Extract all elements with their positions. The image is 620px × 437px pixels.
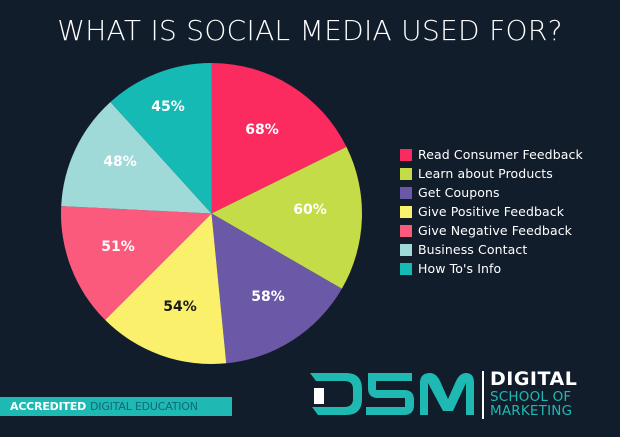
legend-item: Business Contact [400,240,583,259]
slice-value-label: 68% [245,122,279,138]
legend-label: How To's Info [418,261,502,276]
legend-item: Give Negative Feedback [400,221,583,240]
legend-swatch-icon [400,243,412,256]
accreditation-banner: ACCREDITED DIGITAL EDUCATION [0,397,232,416]
legend-label: Give Negative Feedback [418,223,573,238]
slice-value-label: 48% [103,154,137,170]
brand-wordmark: DIGITAL SCHOOL OF MARKETING [490,370,577,418]
banner-text-digital-education: DIGITAL EDUCATION [90,400,198,413]
pie-slice [105,213,227,364]
dsm-logo-icon [310,373,474,415]
pie-slice [110,63,212,214]
legend-swatch-icon [400,262,412,275]
legend-label: Give Positive Feedback [418,204,565,219]
banner-text-accredited: ACCREDITED [10,400,87,413]
chart-title: WHAT IS SOCIAL MEDIA USED FOR? [57,14,563,47]
legend: Read Consumer Feedback Learn about Produ… [400,145,583,278]
slice-value-label: 60% [293,202,327,218]
legend-item: Learn about Products [400,164,583,183]
pie-slice [60,206,212,320]
pie-slice [211,146,362,289]
legend-label: Read Consumer Feedback [418,147,583,162]
legend-item: Read Consumer Feedback [400,145,583,164]
legend-swatch-icon [400,186,412,199]
pie-slice [61,101,212,214]
legend-label: Learn about Products [418,166,553,181]
legend-label: Get Coupons [418,185,500,200]
legend-label: Business Contact [418,242,528,257]
slice-value-label: 58% [251,289,285,305]
legend-item: Get Coupons [400,183,583,202]
logo-divider [482,371,484,419]
slice-value-label: 51% [101,239,135,255]
legend-item: How To's Info [400,259,583,278]
brand-line-school-of: SCHOOL OF [490,389,572,405]
legend-item: Give Positive Feedback [400,202,583,221]
brand-line-marketing: MARKETING [490,402,573,419]
pie-slice [211,63,347,214]
legend-swatch-icon [400,205,412,218]
legend-swatch-icon [400,148,412,161]
legend-swatch-icon [400,224,412,237]
pie-slice [211,213,342,364]
slice-value-label: 54% [163,299,197,315]
slice-value-label: 45% [151,99,185,115]
legend-swatch-icon [400,167,412,180]
brand-line-digital: DIGITAL [490,368,578,390]
